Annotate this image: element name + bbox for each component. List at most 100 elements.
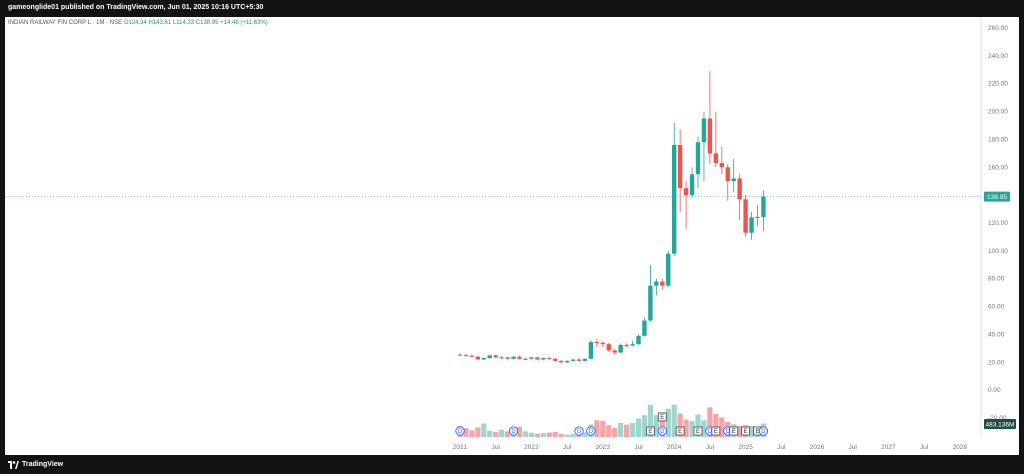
event-marker-label: E <box>755 429 759 435</box>
candle-body <box>600 342 605 345</box>
y-tick-label: 180.00 <box>988 136 1008 143</box>
volume-bar <box>635 418 642 437</box>
candle-body <box>683 188 689 196</box>
candle-body <box>618 344 623 353</box>
candle-body <box>630 344 635 346</box>
x-tick-label: Jul <box>849 444 858 451</box>
legend-close: C138.95 <box>195 20 219 26</box>
earnings-marker <box>711 426 721 436</box>
symbol-legend: INDIAN RAILWAY FIN CORP L · 1M · NSE O12… <box>8 20 268 26</box>
y-tick-label: 0.00 <box>988 387 1001 394</box>
event-marker-label: E <box>744 429 748 435</box>
volume-bar <box>719 417 725 437</box>
event-marker-label: D <box>726 429 731 435</box>
candle-body <box>582 358 588 361</box>
candle-body <box>529 357 534 359</box>
candle-body <box>689 174 695 196</box>
volume-bar <box>499 429 505 437</box>
volume-bar <box>481 423 487 437</box>
event-marker-label: D <box>660 429 665 435</box>
y-tick-label: 260.00 <box>988 25 1008 32</box>
last-price-badge <box>984 191 1010 202</box>
volume-bar <box>528 432 534 437</box>
event-marker-label: E <box>732 429 736 435</box>
candle-body <box>642 320 647 336</box>
volume-bar <box>618 423 624 437</box>
volume-bar <box>665 409 671 437</box>
candle-body <box>475 356 481 360</box>
y-tick-label: 100.00 <box>988 248 1008 255</box>
volume-bar <box>469 430 475 437</box>
candle-body <box>719 163 724 168</box>
footer-bar: TradingView <box>0 456 1024 474</box>
price-chart[interactable]: 260.00240.00220.00200.00180.00160.00140.… <box>5 17 1019 455</box>
candle-body <box>666 253 671 286</box>
volume-bar <box>624 424 630 437</box>
legend-open: O124.34 <box>123 20 147 26</box>
candle-body <box>570 359 576 361</box>
event-marker-label: E <box>660 415 664 421</box>
candle-body <box>481 358 486 360</box>
candle-body <box>606 344 611 351</box>
candle-body <box>576 359 582 361</box>
y-tick-label: 240.00 <box>988 53 1008 60</box>
volume-bar <box>552 431 558 437</box>
dividend-marker <box>455 426 465 436</box>
x-tick-label: Jul <box>706 444 715 451</box>
volume-bar <box>683 419 689 437</box>
candle-body <box>755 216 760 218</box>
volume-bar <box>653 415 659 437</box>
volume-bar <box>558 433 564 437</box>
candle-body <box>749 217 754 233</box>
candle-body <box>511 356 516 359</box>
event-marker-label: E <box>648 429 652 435</box>
candle-body <box>535 357 540 360</box>
candle-body <box>594 342 600 344</box>
x-tick-label: Jul <box>492 444 501 451</box>
y-tick-label: 40.00 <box>988 331 1005 338</box>
candle-body <box>660 281 665 286</box>
y-tick-label: 220.00 <box>988 81 1008 88</box>
candle-body <box>737 178 742 200</box>
volume-bar <box>606 425 612 437</box>
last-price-label: 138.95 <box>987 194 1007 201</box>
candle-body <box>499 357 504 359</box>
y-tick-label: -20.00 <box>988 415 1007 422</box>
candle-body <box>677 145 683 189</box>
event-marker-label: D <box>458 429 463 435</box>
volume-badge <box>984 419 1016 429</box>
earnings-marker <box>741 426 751 436</box>
volume-label: 483.136M <box>986 421 1015 428</box>
chart-panel[interactable]: 260.00240.00220.00200.00180.00160.00140.… <box>5 17 1019 455</box>
y-tick-label: 120.00 <box>988 220 1008 227</box>
candle-body <box>523 358 528 360</box>
dividend-marker <box>758 426 769 436</box>
y-tick-label: 60.00 <box>988 304 1005 311</box>
earnings-marker <box>693 426 703 436</box>
volume-bar <box>522 431 529 437</box>
volume-bar <box>570 434 576 437</box>
x-tick-label: 2027 <box>881 444 896 451</box>
candle-body <box>505 357 510 359</box>
x-tick-label: 2025 <box>738 444 753 451</box>
volume-bar <box>641 415 648 437</box>
volume-bar <box>689 420 695 437</box>
candle-body <box>493 355 498 358</box>
x-tick-label: Jul <box>920 444 929 451</box>
candle-body <box>624 344 629 346</box>
volume-bar <box>594 420 600 437</box>
candle-body <box>457 354 463 356</box>
candle-body <box>469 355 475 357</box>
candle-body <box>612 350 617 353</box>
earnings-marker <box>729 426 739 436</box>
tradingview-logo-icon <box>8 461 19 469</box>
y-tick-label: 200.00 <box>988 109 1008 116</box>
event-marker-label: D <box>577 429 582 435</box>
candle-body <box>553 358 558 361</box>
dividend-marker <box>508 426 519 436</box>
candle-body <box>701 118 707 143</box>
candle-body <box>547 358 552 360</box>
published-text: gameonglide01 published on TradingView.c… <box>8 4 264 11</box>
volume-bar <box>534 433 540 437</box>
volume-bar <box>505 431 511 437</box>
